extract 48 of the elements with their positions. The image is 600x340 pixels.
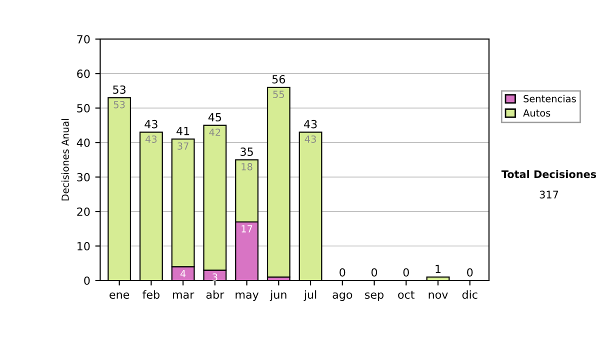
y-tick-label: 10 [78, 242, 90, 250]
data-label: 55 [273, 90, 284, 98]
data-label: 3 [212, 273, 218, 281]
x-tick-label: feb [142, 290, 160, 299]
y-tick-label: 50 [77, 104, 90, 112]
x-tick-label: sep [365, 292, 384, 301]
y-tick-label: 30 [77, 173, 90, 182]
total-label: 0 [403, 268, 409, 277]
data-label: 17 [242, 225, 252, 232]
total-label: 43 [144, 120, 158, 128]
text: Total Decisiones [501, 170, 596, 178]
data-label: 18 [242, 163, 252, 170]
data-label: 43 [304, 135, 316, 143]
x-tick-label: abr [206, 290, 224, 299]
x-tick-label: nov [428, 292, 448, 299]
total-label: 35 [240, 148, 253, 156]
x-tick-label: mar [172, 292, 194, 299]
total-label: 45 [208, 113, 222, 122]
x-tick-label: ene [110, 292, 130, 299]
total-label: 43 [304, 120, 317, 128]
y-tick-label: 40 [76, 138, 90, 147]
data-label: 37 [178, 142, 188, 150]
x-tick-label: jul [304, 290, 316, 301]
x-tick-label: ago [332, 292, 352, 301]
x-tick-label: dic [462, 290, 478, 299]
total-label: 0 [467, 268, 473, 277]
total-label: 0 [371, 268, 378, 277]
bar [266, 86, 290, 278]
x-tick-label: jun [270, 290, 286, 301]
legend-label: Sentencias [524, 94, 576, 102]
data-label: 53 [114, 100, 125, 108]
total-label: 53 [113, 85, 126, 94]
data-label: 4 [180, 270, 186, 278]
data-label: 43 [145, 135, 157, 143]
y-axis-title: Decisiones Anual [61, 119, 69, 200]
x-tick-label: may [236, 292, 259, 301]
total-label: 56 [272, 75, 286, 84]
total-label: 1 [436, 264, 441, 274]
y-tick-label: 0 [84, 276, 90, 285]
y-tick-label: 60 [77, 70, 90, 78]
y-tick-label: 70 [77, 35, 90, 44]
x-tick-label: oct [398, 290, 415, 299]
legend-label: Autos [523, 109, 550, 117]
text: 317 [540, 190, 558, 199]
data-label: 42 [209, 128, 220, 136]
y-tick-label: 20 [77, 208, 90, 216]
total-label: 0 [340, 268, 346, 277]
total-label: 41 [176, 126, 190, 136]
